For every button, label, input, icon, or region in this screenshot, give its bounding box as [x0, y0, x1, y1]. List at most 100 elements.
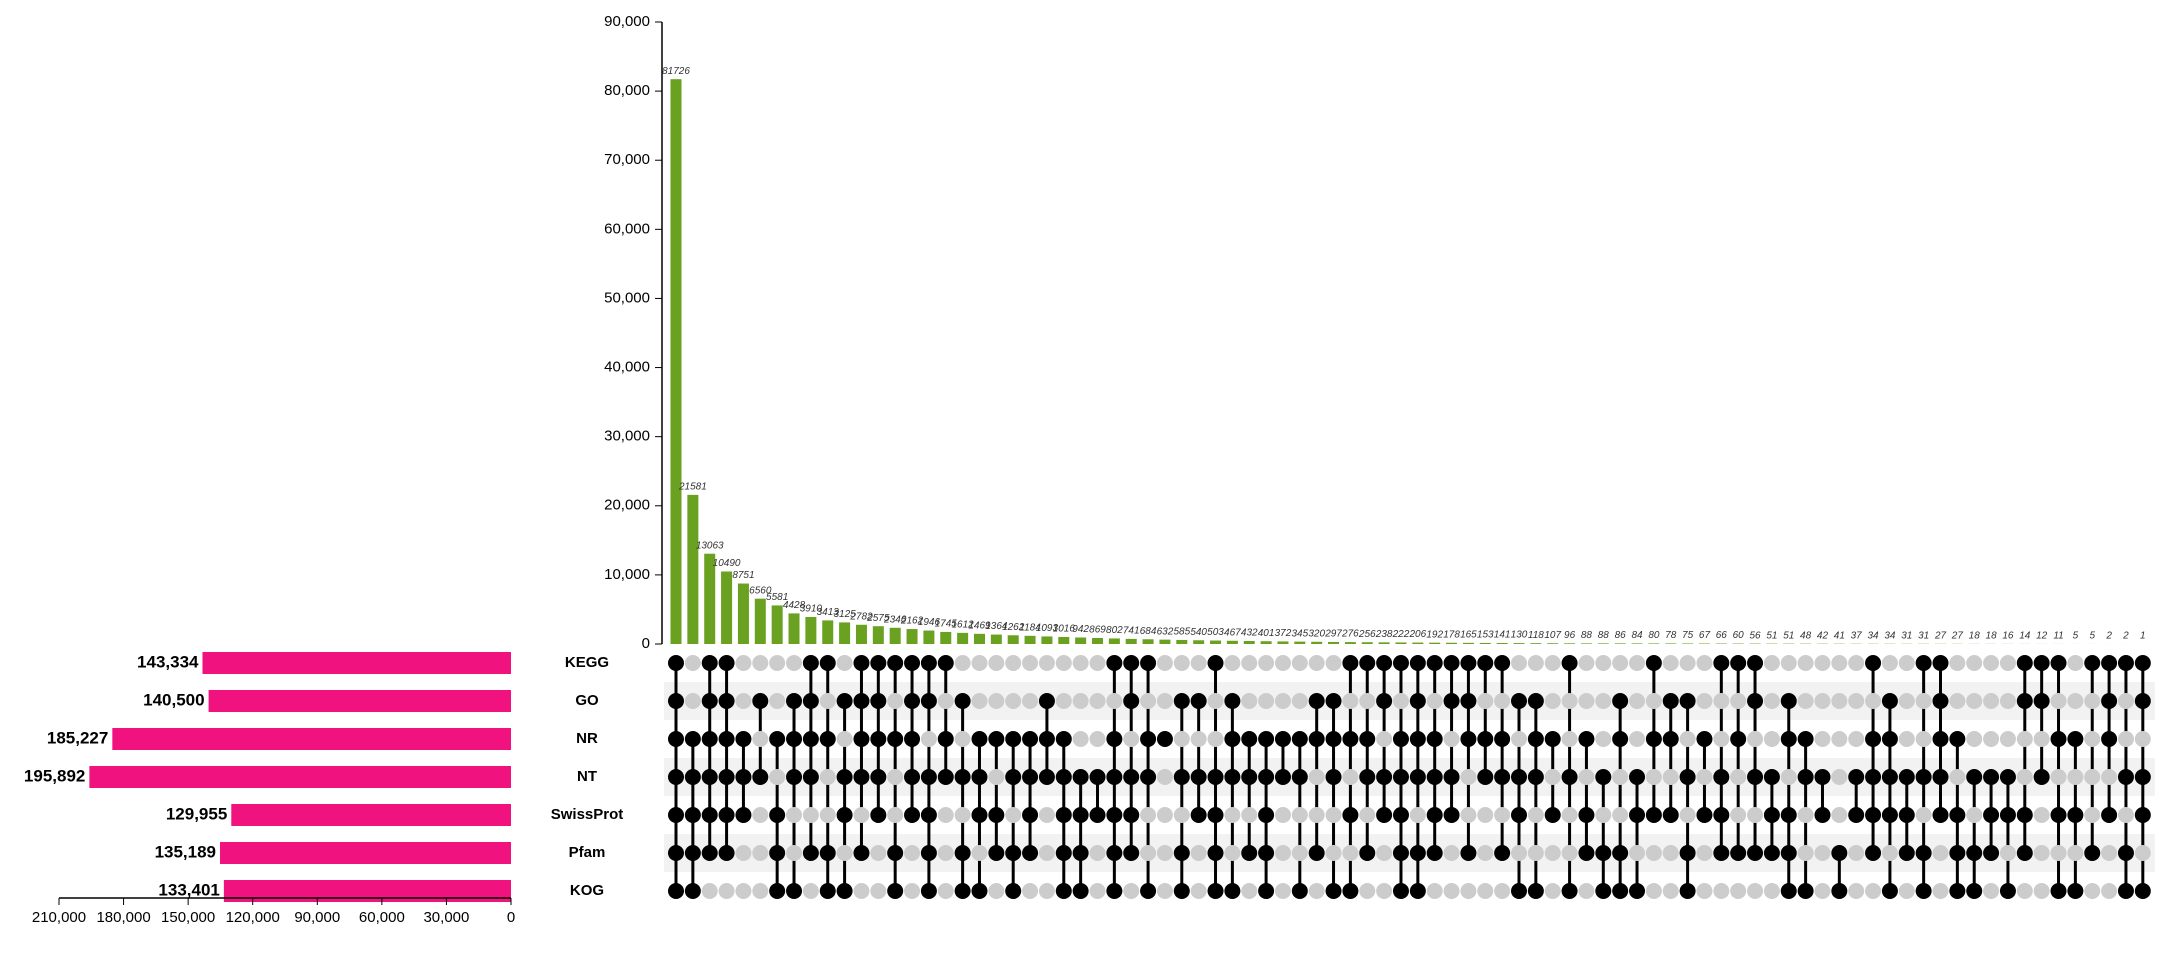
- dot-on: [735, 807, 752, 823]
- dot-off: [1999, 845, 2016, 861]
- dot-on: [1409, 655, 1426, 671]
- dot-off: [1612, 769, 1629, 785]
- intersection-value: 869: [1089, 625, 1106, 636]
- dot-on: [1308, 693, 1325, 709]
- dot-on: [853, 769, 870, 785]
- intersection-bar: [1462, 642, 1474, 644]
- dot-off: [1797, 807, 1814, 823]
- dot-off: [1612, 655, 1629, 671]
- dot-off: [2033, 807, 2050, 823]
- dot-off: [1544, 769, 1561, 785]
- dot-on: [887, 655, 904, 671]
- dot-off: [1173, 807, 1190, 823]
- set-name: SwissProt: [551, 806, 624, 823]
- dot-off: [1190, 731, 1207, 747]
- dot-off: [1544, 883, 1561, 899]
- dot-on: [1258, 731, 1275, 747]
- dot-on: [1848, 769, 1865, 785]
- dot-off: [1156, 845, 1173, 861]
- dot-off: [1460, 807, 1477, 823]
- dot-off: [1645, 883, 1662, 899]
- intersection-bar: [1597, 643, 1609, 644]
- intersection-bar: [1412, 642, 1424, 644]
- dot-on: [1662, 693, 1679, 709]
- dot-on: [718, 807, 735, 823]
- dot-off: [1679, 655, 1696, 671]
- intersection-bar: [1193, 640, 1205, 644]
- intersection-bar: [737, 583, 749, 644]
- dot-off: [887, 807, 904, 823]
- dot-on: [1359, 845, 1376, 861]
- intersection-value: 802: [1106, 625, 1123, 636]
- dot-on: [1679, 693, 1696, 709]
- dot-on: [701, 769, 718, 785]
- dot-on: [1780, 845, 1797, 861]
- dot-on: [1527, 769, 1544, 785]
- dot-on: [1392, 731, 1409, 747]
- dot-off: [1578, 769, 1595, 785]
- dot-off: [2117, 807, 2134, 823]
- intersection-value: 345: [1291, 628, 1308, 639]
- set-size-label: 143,334: [137, 652, 199, 671]
- intersection-value: 1: [2140, 631, 2146, 642]
- dot-off: [1696, 655, 1713, 671]
- dot-on: [786, 731, 803, 747]
- dot-on: [1190, 769, 1207, 785]
- dot-on: [2033, 655, 2050, 671]
- set-bar: [220, 842, 511, 864]
- set-size-label: 133,401: [158, 880, 219, 899]
- dot-off: [2033, 883, 2050, 899]
- intersection-bar: [771, 605, 783, 644]
- dot-on: [1561, 769, 1578, 785]
- dot-on: [1747, 769, 1764, 785]
- dot-off: [1814, 731, 1831, 747]
- dot-off: [988, 693, 1005, 709]
- dot-off: [904, 845, 921, 861]
- intersection-value: 107: [1544, 630, 1561, 641]
- set-name: NT: [577, 768, 597, 785]
- intersection-value: 31: [1901, 630, 1912, 641]
- dot-on: [1865, 845, 1882, 861]
- y-tick-label: 80,000: [604, 82, 650, 99]
- dot-on: [1409, 731, 1426, 747]
- dot-off: [1156, 807, 1173, 823]
- intersection-bar: [957, 632, 969, 644]
- intersection-bar: [822, 620, 834, 644]
- dot-on: [954, 883, 971, 899]
- dot-on: [1241, 731, 1258, 747]
- intersection-bar: [1564, 643, 1576, 644]
- dot-on: [1881, 807, 1898, 823]
- dot-on: [954, 845, 971, 861]
- dot-on: [1426, 769, 1443, 785]
- intersection-bar: [1277, 641, 1289, 644]
- intersection-bar: [1479, 642, 1491, 644]
- dot-on: [701, 845, 718, 861]
- intersection-value: 741: [1123, 626, 1140, 637]
- dot-on: [1831, 845, 1848, 861]
- dot-on: [769, 807, 786, 823]
- dot-on: [2101, 693, 2118, 709]
- dot-on: [701, 731, 718, 747]
- dot-on: [920, 845, 937, 861]
- dot-on: [684, 769, 701, 785]
- dot-off: [1460, 883, 1477, 899]
- dot-on: [1561, 655, 1578, 671]
- x-tick-label: 60,000: [359, 909, 405, 926]
- intersection-value: 14: [2019, 631, 2031, 642]
- intersection-value: 11: [2053, 631, 2063, 642]
- intersection-value: 18: [1969, 631, 1981, 642]
- dot-on: [1173, 693, 1190, 709]
- intersection-bar: [805, 616, 817, 644]
- dot-on: [1494, 655, 1511, 671]
- dot-off: [1409, 807, 1426, 823]
- dot-off: [1713, 731, 1730, 747]
- dot-on: [853, 731, 870, 747]
- dot-off: [870, 845, 887, 861]
- dot-on: [1392, 769, 1409, 785]
- dot-on: [2084, 655, 2101, 671]
- dot-off: [1241, 655, 1258, 671]
- dot-off: [1696, 845, 1713, 861]
- intersection-bar: [721, 571, 733, 644]
- intersection-value: 1469: [968, 620, 991, 631]
- dot-off: [937, 693, 954, 709]
